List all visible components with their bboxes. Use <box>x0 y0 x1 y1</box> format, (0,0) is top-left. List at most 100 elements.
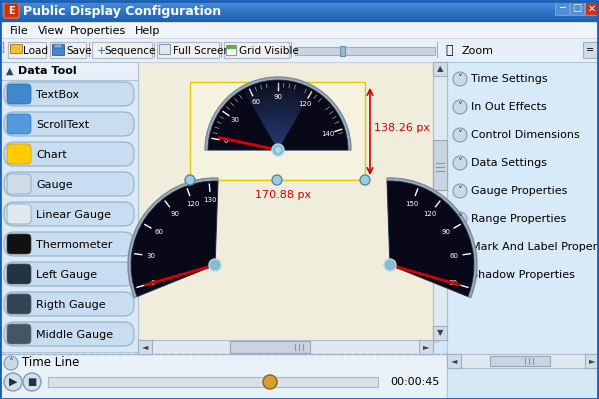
Text: ▲: ▲ <box>6 66 14 76</box>
Text: 60: 60 <box>450 253 459 259</box>
Text: ˅: ˅ <box>458 214 462 224</box>
Text: ►: ► <box>423 342 429 352</box>
Text: In Out Effects: In Out Effects <box>471 102 547 112</box>
Text: 170.88 px: 170.88 px <box>255 190 311 200</box>
Bar <box>154 42 155 58</box>
Bar <box>138 340 433 354</box>
Text: View: View <box>38 26 65 36</box>
Text: ▼: ▼ <box>437 328 443 338</box>
Text: Full Screen: Full Screen <box>173 46 230 56</box>
Bar <box>0 10 599 11</box>
Text: ◄: ◄ <box>142 342 148 352</box>
Bar <box>138 62 433 342</box>
Text: ✕: ✕ <box>588 4 596 14</box>
Text: ▲: ▲ <box>437 65 443 73</box>
Text: Properties: Properties <box>70 26 126 36</box>
Text: ˅: ˅ <box>458 158 462 168</box>
Bar <box>138 340 152 354</box>
Circle shape <box>209 259 221 271</box>
Text: 90: 90 <box>171 211 180 217</box>
Text: 0: 0 <box>150 280 155 286</box>
Circle shape <box>453 72 467 86</box>
Bar <box>291 42 292 58</box>
Bar <box>0 14 599 15</box>
Circle shape <box>275 147 281 153</box>
FancyBboxPatch shape <box>4 112 134 136</box>
Text: ˅: ˅ <box>458 74 462 84</box>
FancyBboxPatch shape <box>4 82 134 106</box>
Text: Gauge: Gauge <box>36 180 72 190</box>
Text: 120: 120 <box>298 101 311 107</box>
Text: ScrollText: ScrollText <box>36 120 89 130</box>
Text: Control Dimensions: Control Dimensions <box>471 130 580 140</box>
Text: Sequence: Sequence <box>104 46 155 56</box>
FancyBboxPatch shape <box>4 322 134 346</box>
FancyBboxPatch shape <box>7 84 31 104</box>
Bar <box>52 44 64 55</box>
Text: File: File <box>10 26 29 36</box>
Text: Grid Visible: Grid Visible <box>239 46 299 56</box>
FancyBboxPatch shape <box>4 142 134 166</box>
Bar <box>8 42 46 58</box>
Bar <box>0 6 599 7</box>
Bar <box>0 13 599 14</box>
Text: 138.26 px: 138.26 px <box>374 123 430 133</box>
Bar <box>0 2 599 3</box>
Bar <box>433 62 438 342</box>
Circle shape <box>453 156 467 170</box>
Text: ˅: ˅ <box>458 102 462 112</box>
Wedge shape <box>208 80 348 150</box>
Circle shape <box>453 268 467 282</box>
Text: Gauge Properties: Gauge Properties <box>471 186 567 196</box>
Text: Left Gauge: Left Gauge <box>36 270 97 280</box>
Bar <box>50 42 86 58</box>
Text: ►: ► <box>589 356 595 365</box>
Text: Help: Help <box>135 26 161 36</box>
Bar <box>0 18 599 19</box>
Text: 90: 90 <box>442 229 451 235</box>
Bar <box>190 82 365 180</box>
Bar <box>0 16 599 17</box>
Circle shape <box>453 100 467 114</box>
FancyBboxPatch shape <box>7 204 31 224</box>
Text: 120: 120 <box>186 201 199 207</box>
Bar <box>221 42 222 58</box>
Bar <box>89 42 90 58</box>
FancyBboxPatch shape <box>7 114 31 134</box>
Wedge shape <box>387 178 477 298</box>
Bar <box>433 326 447 340</box>
Bar <box>92 42 152 58</box>
FancyBboxPatch shape <box>7 294 31 314</box>
Text: ◄: ◄ <box>451 356 457 365</box>
Text: Thermometer: Thermometer <box>36 240 113 250</box>
Circle shape <box>453 128 467 142</box>
Wedge shape <box>387 181 474 296</box>
Bar <box>419 340 433 354</box>
Circle shape <box>384 259 396 271</box>
Text: =: = <box>586 45 594 55</box>
Circle shape <box>272 144 284 156</box>
Text: Zoom: Zoom <box>462 46 494 56</box>
Text: Chart: Chart <box>36 150 66 160</box>
Bar <box>0 17 599 18</box>
FancyBboxPatch shape <box>4 202 134 226</box>
Bar <box>0 7 599 8</box>
Circle shape <box>453 184 467 198</box>
Bar <box>585 354 599 368</box>
Bar <box>0 62 138 80</box>
Text: 140: 140 <box>322 130 335 136</box>
Text: +: + <box>97 46 107 56</box>
Circle shape <box>4 356 18 370</box>
Bar <box>159 44 170 54</box>
Circle shape <box>23 373 41 391</box>
Bar <box>0 4 599 5</box>
Text: TextBox: TextBox <box>36 90 79 100</box>
Text: 🔍: 🔍 <box>445 45 452 57</box>
Bar <box>191 83 364 179</box>
Bar <box>226 45 236 55</box>
Text: ■: ■ <box>28 377 37 387</box>
Bar <box>447 62 599 354</box>
Bar <box>0 21 599 22</box>
Text: 30: 30 <box>230 117 239 122</box>
Bar <box>295 47 435 55</box>
